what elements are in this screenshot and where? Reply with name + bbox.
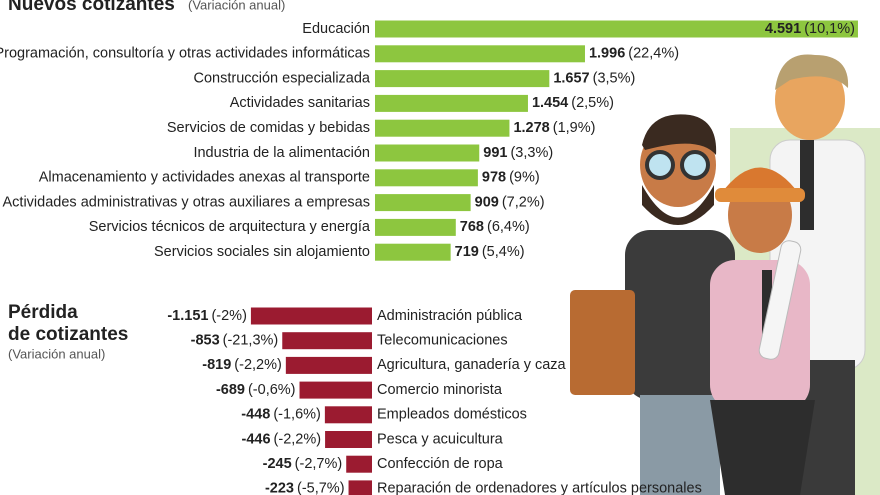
bar	[299, 381, 372, 399]
change-label: (1,9%)	[553, 120, 596, 136]
category-label: Actividades sanitarias	[230, 95, 370, 111]
chart-subtitle: (Variación anual)	[188, 0, 285, 12]
change-label: (-2,2%)	[234, 357, 282, 373]
bar	[250, 307, 372, 325]
category-label: Construcción especializada	[193, 70, 370, 86]
value-label: 978	[482, 170, 506, 186]
change-label: (22,4%)	[628, 46, 679, 62]
chart-title: Pérdida	[8, 302, 78, 323]
change-label: (-0,6%)	[248, 382, 296, 398]
change-label: (10,1%)	[804, 21, 855, 37]
bar	[375, 243, 451, 261]
value-label: -245	[263, 456, 292, 472]
value-label: 4.591	[765, 21, 801, 37]
bar	[375, 119, 510, 137]
bar	[346, 455, 372, 473]
category-label: Programación, consultoría y otras activi…	[0, 46, 370, 62]
category-label: Educación	[302, 21, 370, 37]
bar	[375, 20, 858, 38]
change-label: (-2,7%)	[295, 456, 343, 472]
value-label: 909	[475, 194, 499, 210]
bar	[375, 70, 550, 88]
change-label: (7,2%)	[502, 194, 545, 210]
bar	[375, 45, 585, 63]
category-label: Servicios técnicos de arquitectura y ene…	[89, 219, 371, 235]
bar	[324, 406, 372, 424]
bar	[325, 431, 372, 448]
value-label: 1.657	[553, 70, 589, 86]
bar	[348, 480, 372, 495]
bar	[375, 94, 528, 112]
value-label: 719	[455, 244, 479, 260]
bar	[285, 356, 372, 374]
bar	[375, 144, 480, 162]
change-label: (3,3%)	[510, 145, 553, 161]
category-label: Confección de ropa	[377, 456, 504, 472]
category-label: Pesca y acuicultura	[377, 431, 504, 447]
value-label: -446	[242, 431, 271, 447]
bar	[375, 218, 456, 236]
bar	[282, 332, 372, 350]
value-label: 1.996	[589, 46, 625, 62]
category-label: Reparación de ordenadores y artículos pe…	[377, 481, 702, 495]
value-label: -853	[191, 333, 220, 349]
category-label: Administración pública	[377, 308, 523, 324]
change-label: (-5,7%)	[297, 481, 345, 495]
value-label: -223	[265, 481, 294, 495]
value-label: 768	[460, 219, 484, 235]
value-label: -819	[202, 357, 231, 373]
change-label: (5,4%)	[482, 244, 525, 260]
bar	[375, 169, 478, 187]
bar	[375, 194, 471, 212]
change-label: (-1,6%)	[273, 407, 321, 423]
change-label: (6,4%)	[487, 219, 530, 235]
value-label: -689	[216, 382, 245, 398]
change-label: (3,5%)	[593, 70, 636, 86]
category-label: Servicios de comidas y bebidas	[167, 120, 370, 136]
change-label: (-2%)	[211, 308, 246, 324]
value-label: 1.454	[532, 95, 568, 111]
value-label: 991	[483, 145, 507, 161]
value-label: -448	[241, 407, 270, 423]
change-label: (-21,3%)	[223, 333, 279, 349]
category-label: Almacenamiento y actividades anexas al t…	[39, 170, 370, 186]
category-label: Agricultura, ganadería y caza	[377, 357, 567, 373]
category-label: Empleados domésticos	[377, 407, 527, 423]
chart-subtitle: (Variación anual)	[8, 346, 105, 361]
category-label: Comercio minorista	[377, 382, 503, 398]
category-label: Actividades administrativas y otras auxi…	[3, 194, 370, 210]
illustration	[570, 54, 880, 495]
change-label: (9%)	[509, 170, 540, 186]
category-label: Industria de la alimentación	[193, 145, 370, 161]
change-label: (2,5%)	[571, 95, 614, 111]
value-label: -1.151	[167, 308, 208, 324]
change-label: (-2,2%)	[274, 431, 322, 447]
category-label: Telecomunicaciones	[377, 333, 508, 349]
value-label: 1.278	[513, 120, 549, 136]
chart-title: Nuevos cotizantes	[8, 0, 175, 15]
category-label: Servicios sociales sin alojamiento	[154, 244, 370, 260]
chart-title: de cotizantes	[8, 324, 128, 345]
